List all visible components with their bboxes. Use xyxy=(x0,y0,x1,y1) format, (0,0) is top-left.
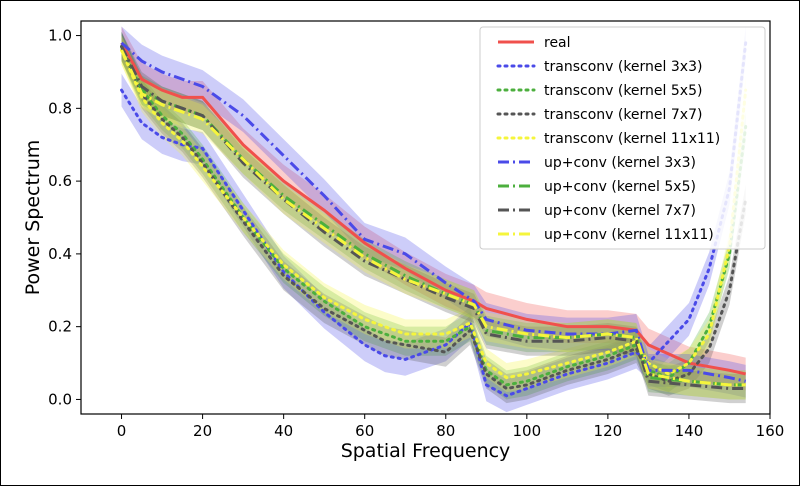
legend-label: up+conv (kernel 5x5) xyxy=(544,179,696,195)
x-axis-label: Spatial Frequency xyxy=(341,440,511,462)
line-series-4 xyxy=(120,44,748,391)
legend-label: transconv (kernel 11x11) xyxy=(544,131,720,147)
legend-label: real xyxy=(544,35,571,51)
legend-label: transconv (kernel 3x3) xyxy=(544,59,702,75)
x-tick-label: 140 xyxy=(675,422,704,440)
legend-box xyxy=(479,26,766,250)
y-tick-label: 0.6 xyxy=(48,172,72,190)
line-series-9 xyxy=(120,49,746,387)
x-tick-label: 80 xyxy=(436,422,455,440)
y-tick-label: 0.0 xyxy=(48,390,72,408)
y-tick-label: 0.8 xyxy=(48,99,72,117)
line-series-8 xyxy=(120,45,746,391)
x-tick-label: 120 xyxy=(594,422,623,440)
x-tick-label: 60 xyxy=(355,422,374,440)
x-axis-ticks: 0 20 40 60 80 100 120 140 160 xyxy=(117,414,785,440)
band-series-1 xyxy=(121,26,746,391)
legend-label: transconv (kernel 7x7) xyxy=(544,107,702,123)
y-tick-label: 0.4 xyxy=(48,245,72,263)
x-tick-label: 40 xyxy=(274,422,293,440)
y-tick-label: 1.0 xyxy=(48,27,72,45)
legend-label: up+conv (kernel 3x3) xyxy=(544,155,696,171)
legend-label: transconv (kernel 5x5) xyxy=(544,83,702,99)
x-tick-label: 0 xyxy=(117,422,127,440)
line-series-6 xyxy=(120,41,747,383)
x-tick-label: 100 xyxy=(513,422,542,440)
band-series-3 xyxy=(121,31,746,400)
legend: real transconv (kernel 3x3) transconv (ker… xyxy=(479,26,766,250)
plot-area xyxy=(80,20,771,415)
y-tick-label: 0.2 xyxy=(48,318,72,336)
x-tick-label: 20 xyxy=(193,422,212,440)
y-axis-label: Power Spectrum xyxy=(22,140,44,296)
y-axis-ticks: 0.0 0.2 0.4 0.6 0.8 1.0 xyxy=(48,27,81,408)
line-series-5 xyxy=(120,48,748,380)
line-series-2 xyxy=(120,41,748,398)
line-series-1 xyxy=(120,42,747,376)
line-series-3 xyxy=(120,44,748,387)
x-tick-label: 160 xyxy=(756,422,785,440)
series-lines xyxy=(120,41,748,398)
legend-label: up+conv (kernel 7x7) xyxy=(544,203,696,219)
legend-label: up+conv (kernel 11x11) xyxy=(544,227,714,243)
